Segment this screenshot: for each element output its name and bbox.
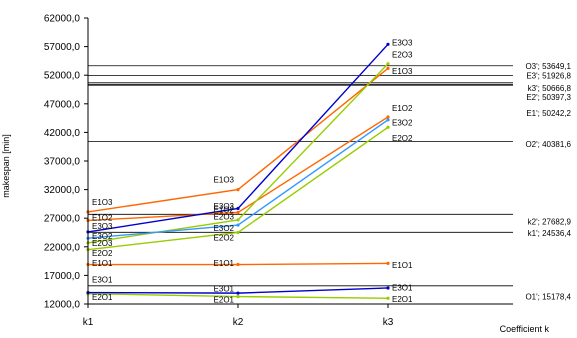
y-axis-label: makespan [min]	[1, 134, 11, 198]
reference-line-label-8: O1'; 15178,4	[525, 293, 571, 302]
reference-line-label-5: O2'; 40381,6	[525, 140, 571, 149]
reference-line-label-3: E2'; 50397,3	[526, 93, 571, 102]
reference-lines	[88, 65, 513, 287]
x-axis-label: Coefficient k	[500, 324, 550, 334]
point-label-e1o2-k1: E1O2	[92, 214, 113, 223]
point-label-e1o3-k1: E1O3	[92, 198, 113, 207]
point-label-e2o2-k1: E2O2	[92, 249, 113, 258]
data-point-e3o1-k3	[386, 286, 390, 290]
reference-line-label-6: k2'; 27682,9	[528, 218, 572, 227]
point-label-e1o3-k3: E1O3	[392, 67, 413, 76]
data-point-e1o3-k3	[386, 66, 390, 70]
data-point-e3o1-k2	[236, 291, 240, 295]
point-label-e2o2-k2: E2O2	[214, 234, 235, 243]
data-point-e1o2-k3	[386, 115, 390, 119]
y-tick-label-8: 52000,0	[44, 71, 81, 82]
point-label-e2o1-k2: E2O1	[214, 295, 235, 304]
point-label-e2o3-k2: E2O3	[214, 212, 235, 221]
data-point-e2o2-k2	[236, 230, 240, 235]
x-tick-label-k1: k1	[83, 317, 94, 328]
point-labels: E1O3E1O2E3O3E3O2E2O3E2O2E1O1E3O1E2O1E1O3…	[92, 39, 413, 305]
series-lines	[86, 42, 390, 300]
point-label-e3o1-k3: E3O1	[392, 283, 413, 292]
data-point-e3o3-k3	[386, 42, 390, 46]
point-label-e3o3-k3: E3O3	[392, 39, 413, 48]
data-point-e2o2-k3	[386, 125, 390, 129]
y-tick-label-9: 57000,0	[44, 42, 81, 53]
data-point-e3o2-k2	[236, 223, 240, 227]
data-point-e3o3-k2	[236, 206, 240, 211]
series-line-e2o3	[87, 63, 389, 244]
y-tick-label-7: 47000,0	[44, 99, 81, 110]
y-tick-label-0: 12000,0	[44, 300, 81, 311]
point-label-e2o1-k1: E2O1	[92, 293, 113, 302]
x-tick-label-k3: k3	[383, 317, 394, 328]
x-tick-label-k2: k2	[233, 317, 244, 328]
reference-line-label-2: k3'; 50666,8	[528, 84, 572, 93]
point-label-e2o3-k1: E2O3	[92, 239, 113, 248]
data-point-e2o1-k3	[386, 296, 390, 300]
data-point-e2o3-k2	[236, 218, 240, 222]
y-tick-label-10: 62000,0	[44, 14, 81, 25]
data-point-e1o3-k2	[236, 188, 240, 192]
reference-line-label-4: E1'; 50242,2	[526, 109, 571, 118]
data-point-e2o3-k3	[386, 62, 390, 66]
point-label-e1o2-k3: E1O2	[392, 104, 413, 113]
reference-line-label-0: O3'; 53649,1	[525, 62, 571, 71]
point-label-e3o2-k1: E3O2	[92, 232, 113, 241]
point-label-e3o3-k2: E3O3	[214, 202, 235, 211]
point-label-e2o1-k3: E2O1	[392, 295, 413, 304]
y-tick-label-2: 22000,0	[44, 242, 81, 253]
point-label-e1o1-k2: E1O1	[214, 259, 235, 268]
data-point-e2o1-k2	[236, 294, 240, 299]
point-label-e1o1-k3: E1O1	[392, 261, 413, 270]
reference-line-labels: O3'; 53649,1E3'; 51926,8 k3'; 50666,8E2';…	[525, 62, 571, 302]
point-label-e3o3-k1: E3O3	[92, 222, 113, 231]
y-tick-label-4: 32000,0	[44, 185, 81, 196]
data-point-e1o2-k2	[236, 210, 240, 215]
series-line-e3o3	[87, 43, 389, 233]
data-point-e1o1-k3	[386, 261, 390, 265]
reference-line-label-7: k1'; 24536,4	[528, 229, 572, 238]
axes	[84, 17, 513, 308]
point-label-e3o2-k3: E3O2	[392, 119, 413, 128]
data-point-e3o2-k3	[386, 118, 390, 122]
tick-labels: 12000,0 17000,0 22000,0 27000,0 32000,0 37000…	[44, 14, 394, 329]
point-label-e2o2-k3: E2O2	[392, 134, 413, 143]
reference-line-label-1: E3'; 51926,8	[526, 72, 571, 81]
point-label-e1o2-k2: E1O2	[214, 206, 235, 215]
point-label-e3o1-k2: E3O1	[214, 285, 235, 294]
point-label-e1o1-k1: E1O1	[92, 259, 113, 268]
point-label-e2o3-k3: E2O3	[392, 51, 413, 60]
y-tick-label-5: 37000,0	[44, 157, 81, 168]
point-label-e3o1-k1: E3O1	[92, 275, 113, 284]
point-label-e3o2-k2: E3O2	[214, 224, 235, 233]
point-label-e1o3-k2: E1O3	[214, 175, 235, 184]
y-tick-label-1: 17000,0	[44, 271, 81, 282]
data-point-e1o1-k2	[236, 262, 240, 267]
y-tick-label-3: 27000,0	[44, 214, 81, 225]
y-tick-label-6: 42000,0	[44, 128, 81, 139]
